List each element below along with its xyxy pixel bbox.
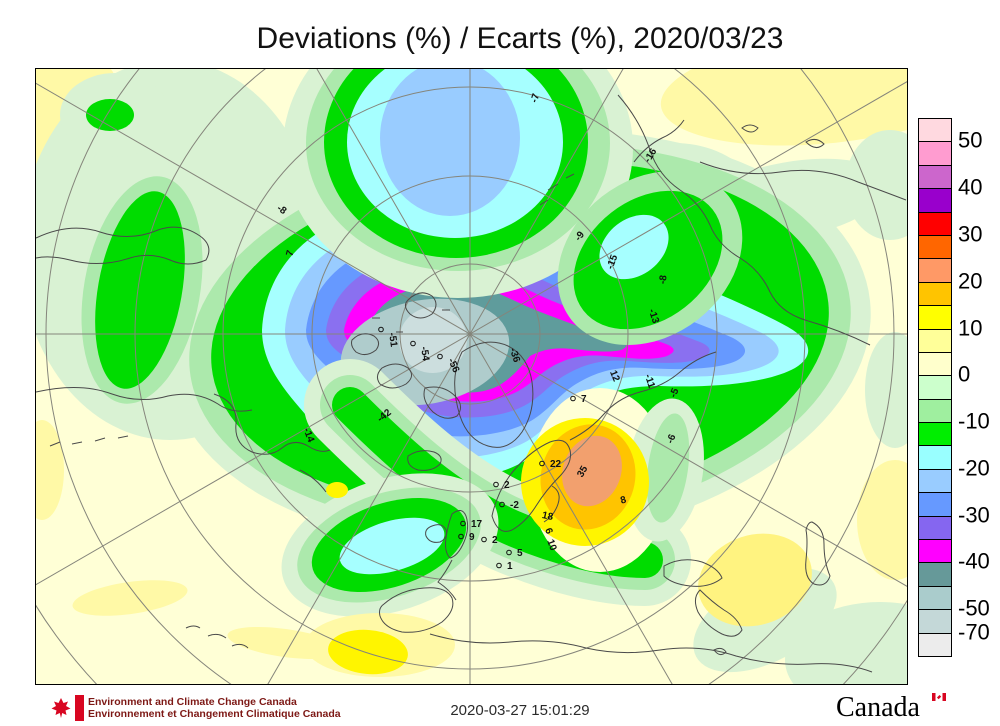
gridpoint-marker — [570, 395, 576, 402]
colorbar-cell — [918, 609, 952, 634]
map-value-label: 8 — [619, 494, 628, 506]
gridpoint-marker — [481, 536, 487, 543]
map-border — [35, 68, 908, 685]
colorbar-tick-label: 30 — [958, 221, 983, 247]
colorbar-cell — [918, 398, 952, 424]
map-value-label: -2 — [510, 500, 519, 511]
colorbar-cell — [918, 445, 952, 470]
colorbar-cell — [918, 141, 952, 166]
colorbar-cell — [918, 258, 952, 283]
map-canvas: -51 -54 -56 -42 -36 -14 -8 7 -7 -16 -9 -15 -8 -13 -11 1… — [35, 68, 908, 685]
graticule — [35, 68, 908, 685]
colorbar-cell — [918, 585, 952, 611]
map-value-label: 18 — [541, 510, 555, 523]
colorbar-cell — [918, 164, 952, 190]
map-value-label: 17 — [471, 519, 483, 530]
eccc-line-fr: Environnement et Changement Climatique C… — [88, 708, 341, 720]
colorbar — [918, 118, 952, 657]
map-point-labels: -51-54-56-42-36-14-87-7-16-9-15-8-13-111… — [275, 92, 682, 572]
map-value-label: -51 — [386, 332, 399, 348]
map-value-label: -8 — [657, 274, 669, 285]
colorbar-tick-label: 0 — [958, 361, 971, 387]
map-value-label: -7 — [529, 92, 542, 104]
colorbar-cell — [918, 118, 952, 143]
colorbar-tick-label: 40 — [958, 174, 983, 200]
gridpoint-marker — [378, 326, 384, 333]
footer: Environment and Climate Change Canada En… — [0, 690, 1000, 726]
map-value-label: 9 — [469, 532, 475, 543]
map-value-label: -36 — [507, 347, 522, 365]
canada-wordmark: Canada — [836, 692, 946, 724]
map-value-label: -14 — [301, 426, 316, 444]
map-value-label: 5 — [517, 548, 523, 559]
colorbar-cell — [918, 515, 952, 541]
colorbar-cell — [918, 188, 952, 213]
colorbar-cell — [918, 492, 952, 517]
gridpoint-marker — [506, 549, 512, 556]
canada-wordmark-flag-icon — [932, 693, 946, 701]
generation-timestamp: 2020-03-27 15:01:29 — [450, 702, 590, 719]
gridpoint-marker — [493, 481, 499, 488]
colorbar-cell — [918, 211, 952, 236]
colorbar-cell — [918, 234, 952, 260]
map-value-label: 2 — [492, 535, 498, 546]
map-value-label: 12 — [607, 369, 622, 384]
gridpoint-marker — [539, 460, 545, 467]
gridpoint-marker — [460, 520, 466, 527]
colorbar-cell — [918, 539, 952, 564]
colorbar-cell — [918, 351, 952, 377]
map-value-label: 7 — [285, 249, 297, 258]
colorbar-tick-label: -20 — [958, 455, 990, 481]
gridpoint-marker — [458, 533, 464, 540]
colorbar-cell — [918, 422, 952, 447]
colorbar-tick-label: -70 — [958, 619, 990, 645]
colorbar-cell — [918, 328, 952, 353]
colorbar-tick-label: -10 — [958, 408, 990, 434]
canada-wordmark-text: Canada — [836, 692, 920, 723]
gridpoint-marker — [499, 501, 505, 508]
map-value-label: -13 — [646, 308, 661, 326]
gridpoint-marker — [496, 562, 502, 569]
coastlines — [35, 94, 907, 673]
eccc-line-en: Environment and Climate Change Canada — [88, 696, 297, 708]
map-value-label: -54 — [418, 346, 431, 362]
colorbar-tick-label: 20 — [958, 268, 983, 294]
eccc-flag-icon — [48, 695, 84, 721]
colorbar-tick-label: 10 — [958, 314, 983, 340]
colorbar-cell — [918, 375, 952, 400]
map-value-label: -11 — [642, 373, 657, 390]
map-value-label: 35 — [575, 464, 590, 480]
colorbar-cell — [918, 562, 952, 587]
colorbar-cell — [918, 305, 952, 330]
colorbar-cell — [918, 632, 952, 657]
map-value-label: 1 — [507, 561, 513, 572]
colorbar-tick-label: -40 — [958, 548, 990, 574]
contour-fills — [35, 68, 908, 685]
map-value-label: -15 — [605, 253, 620, 271]
map-value-label: 10 — [544, 538, 558, 553]
colorbar-cell — [918, 281, 952, 307]
gridpoint-marker — [410, 340, 416, 347]
contour-map: -51-54-56-42-36-14-87-7-16-9-15-8-13-111… — [35, 68, 908, 685]
map-value-label: 6 — [542, 527, 554, 536]
map-value-label: 2 — [504, 480, 510, 491]
colorbar-tick-label: -30 — [958, 502, 990, 528]
colorbar-tick-label: 50 — [958, 127, 983, 153]
colorbar-tick-label: -50 — [958, 595, 990, 621]
eccc-signature: Environment and Climate Change Canada En… — [88, 696, 341, 720]
page-title: Deviations (%) / Ecarts (%), 2020/03/23 — [256, 22, 784, 55]
map-value-label: 7 — [581, 394, 587, 405]
gridpoint-marker — [437, 353, 443, 360]
map-value-label: 22 — [550, 459, 562, 470]
colorbar-cell — [918, 468, 952, 494]
